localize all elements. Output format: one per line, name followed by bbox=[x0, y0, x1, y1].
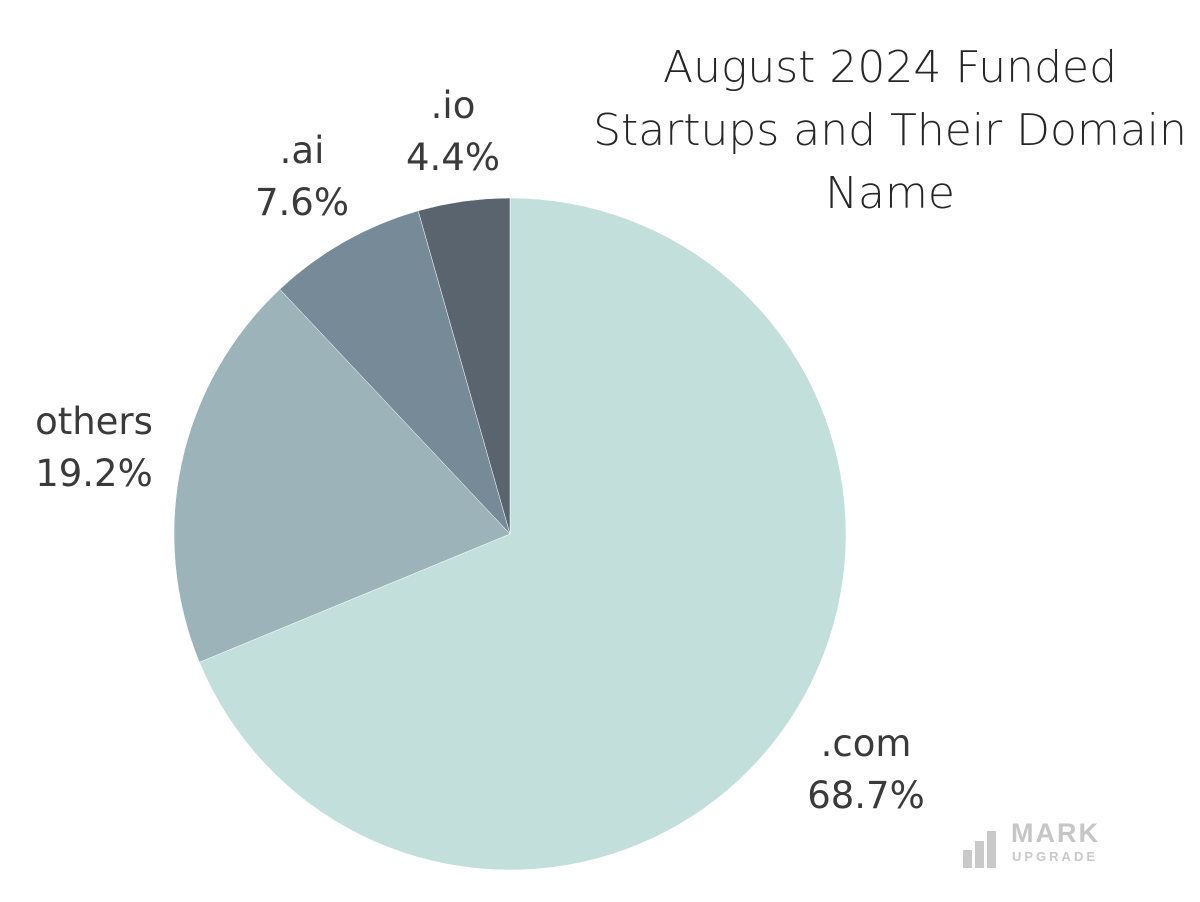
watermark-sub: UPGRADE bbox=[1012, 849, 1099, 864]
watermark-logo: MARK UPGRADE bbox=[963, 818, 1133, 870]
slice-label-com: .com bbox=[821, 722, 912, 765]
slice-percent-ai: 7.6% bbox=[255, 181, 349, 224]
bar-chart-icon bbox=[963, 824, 1005, 868]
pie-slice-ai bbox=[279, 210, 511, 535]
slice-label-ai: .ai bbox=[280, 129, 325, 172]
pie-slice-io bbox=[417, 197, 511, 535]
slice-percent-io: 4.4% bbox=[406, 136, 500, 179]
chart-title-line-3: Name bbox=[825, 168, 955, 219]
slice-percent-com: 68.7% bbox=[807, 774, 925, 817]
slice-label-io: .io bbox=[431, 84, 476, 127]
slice-label-others: others bbox=[35, 400, 153, 443]
watermark-brand: MARK bbox=[1011, 818, 1100, 848]
pie-slice-others bbox=[173, 288, 511, 663]
chart-title-line-2: Startups and Their Domain bbox=[593, 105, 1187, 156]
chart-title: August 2024 Funded Startups and Their Do… bbox=[590, 36, 1190, 225]
slice-percent-others: 19.2% bbox=[35, 452, 153, 495]
pie-slice-com bbox=[199, 197, 847, 871]
chart-title-line-1: August 2024 Funded bbox=[662, 42, 1117, 93]
